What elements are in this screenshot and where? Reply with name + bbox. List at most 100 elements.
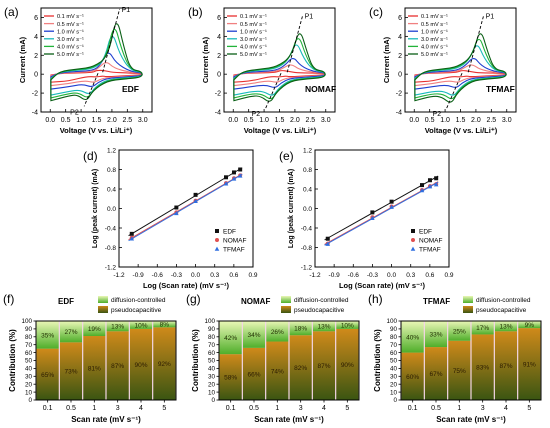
legend-swatch-diffusion [463,296,473,303]
x-tick-label: 0.5 [66,405,76,412]
panel-label: (d) [83,149,98,163]
bar-value-label: 90% [134,362,147,369]
sample-label: TFMAF [423,297,450,306]
bar-diffusion-controlled [518,321,541,329]
y-axis-title: Current (mA) [18,36,27,83]
panel-label: (g) [186,292,201,306]
legend-label: pseudocapacitive [111,307,162,314]
x-tick-label: 1.0 [76,117,86,124]
x-axis-title: Voltage (V vs. Li/Li⁺) [60,126,133,135]
cv-curve [233,33,326,102]
legend-label: TFMAF [419,247,441,254]
log-fit-panel-e: (e) -1.2 -0.9 -0.6 -0.3 0.0 0.3 0.6 0.9 -1.2 -0.8 -… [279,148,454,291]
y-axis-title: Contribution (%) [373,329,382,392]
fit-line-tfmaf [128,173,243,242]
bar-value-label: 25% [453,328,466,335]
fit-line-edf [128,167,243,237]
bar-value-label: 90% [341,362,354,369]
bar-value-label: 19% [88,326,101,333]
y-tick-label: 0 [217,72,221,79]
y-tick-label: -0.4 [301,226,313,233]
log-fit-panel-d: (d) -1.2 -0.9 -0.6 -0.3 0.0 0.3 0.6 0.9 -1.2 -0.8 -… [83,148,258,291]
y-tick-label: -4 [32,110,38,117]
panel-label: (h) [368,292,383,306]
legend-label: 3.0 mV s⁻¹ [240,37,267,43]
y-tick-label: 1.2 [303,148,312,155]
y-tick-label: 60 [390,350,398,357]
bar-pseudocapacitive [153,327,176,400]
bar-diffusion-controlled [312,321,336,332]
bar-diffusion-controlled [471,321,494,335]
x-tick-label: 1.0 [440,117,450,124]
bar-diffusion-controlled [36,321,59,349]
legend-label: pseudocapacitive [476,307,527,314]
bar-diffusion-controlled [289,321,312,336]
data-point-tfmaf [237,173,243,178]
x-tick-label: 0.9 [248,272,257,279]
data-point-tfmaf [427,184,433,189]
x-axis-title: Scan rate (mV s⁻¹) [254,415,324,424]
x-tick-label: 1.5 [92,117,102,124]
x-tick-label: 1.0 [259,117,269,124]
bar-diffusion-controlled [242,321,266,348]
bar-value-label: 9% [525,322,535,329]
x-tick-label: 0.6 [229,272,238,279]
cv-curve [50,69,143,83]
y-axis-title: Log (peak current) (mA) [288,169,295,248]
bar-value-label: 73% [64,369,77,376]
y-axis-title: Current (mA) [382,36,391,83]
x-tick-label: 2.5 [486,117,496,124]
x-tick-label: 5 [527,405,531,412]
y-tick-label: 0 [34,72,38,79]
y-tick-label: 50 [390,358,398,365]
legend-label: 5.0 mV s⁻¹ [57,52,84,58]
x-tick-label: 0.3 [210,272,219,279]
data-point-tfmaf [325,241,331,246]
y-tick-label: -2 [215,91,221,98]
y-tick-label: 30 [25,374,33,381]
data-point-edf [389,199,394,204]
data-point-edf [231,170,236,175]
data-point-edf [427,178,432,183]
peak-label-p1: P1 [486,14,495,21]
bar-value-label: 10% [134,322,147,329]
plot-background [36,321,176,400]
legend-label: 4.0 mV s⁻¹ [240,45,267,51]
bar-value-label: 18% [294,326,307,333]
y-tick-label: -0.8 [301,245,313,252]
data-point-tfmaf [174,210,179,216]
x-tick-label: 0.1 [408,405,418,412]
y-tick-label: -2 [396,91,402,98]
legend-label: diffusion-controlled [476,297,531,304]
legend-marker [215,238,219,242]
x-tick-label: 2.0 [107,117,117,124]
y-tick-label: 0.0 [303,206,312,213]
x-tick-label: 0.5 [244,117,254,124]
bar-pseudocapacitive [448,340,471,400]
x-tick-label: 1 [275,405,279,412]
cv-panel-tfmaf: (c) 0.0 0.5 1.0 1.5 2.0 2.5 3.0 -4 -2 0 2 4 6 Voltage … [369,5,517,135]
bar-pseudocapacitive [219,354,242,400]
legend-label: 1.0 mV s⁻¹ [57,29,84,35]
bar-value-label: 87% [499,363,512,370]
bar-value-label: 8% [160,322,170,329]
x-tick-label: 4 [139,405,143,412]
bar-pseudocapacitive [129,328,153,400]
x-axis-title: Voltage (V vs. Li/Li⁺) [244,126,317,135]
peak-label-p2: P2 [433,111,442,118]
panel-label: (c) [369,5,383,19]
bar-value-label: 60% [406,374,419,381]
peak-label-p2: P2 [252,111,261,118]
y-tick-label: 20 [390,381,398,388]
bar-value-label: 82% [294,365,307,372]
legend-marker [410,246,416,251]
bar-value-label: 87% [111,363,124,370]
peak-label-p2: P2 [70,109,79,116]
legend-label: 0.5 mV s⁻¹ [421,22,448,28]
x-axis-title: Voltage (V vs. Li/Li⁺) [425,126,498,135]
legend-label: diffusion-controlled [294,297,349,304]
x-tick-label: 0.1 [226,405,236,412]
bar-pseudocapacitive [242,347,266,400]
x-tick-label: 0.0 [409,117,419,124]
bar-pseudocapacitive [471,334,494,400]
